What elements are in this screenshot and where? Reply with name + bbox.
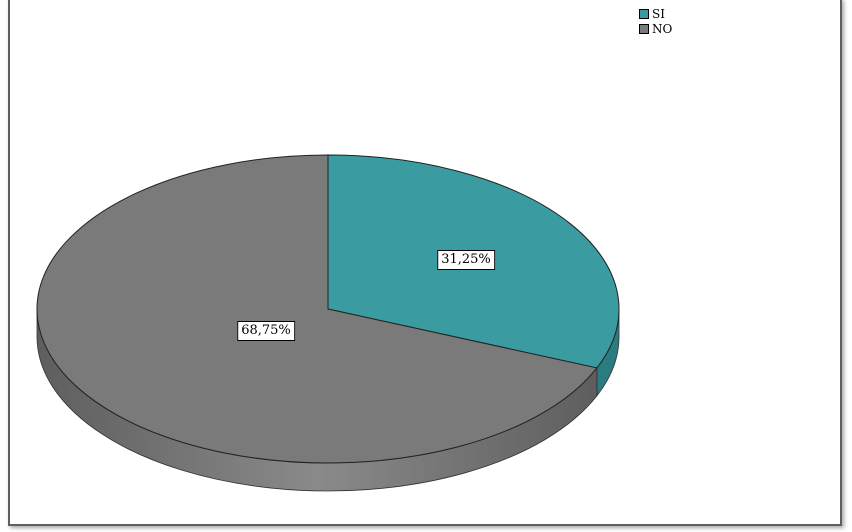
pie-slices bbox=[36, 154, 620, 464]
data-label-no: 68,75% bbox=[237, 321, 295, 341]
legend-swatch-si bbox=[639, 8, 649, 19]
legend-item-no: NO bbox=[639, 21, 672, 36]
legend-label-no: NO bbox=[652, 21, 673, 36]
data-label-si: 31,25% bbox=[437, 250, 495, 270]
legend-label-si: SI bbox=[652, 6, 665, 21]
legend-item-si: SI bbox=[639, 6, 672, 21]
legend: SI NO bbox=[639, 6, 672, 36]
legend-swatch-no bbox=[639, 23, 649, 34]
pie-slice-no bbox=[36, 154, 598, 464]
